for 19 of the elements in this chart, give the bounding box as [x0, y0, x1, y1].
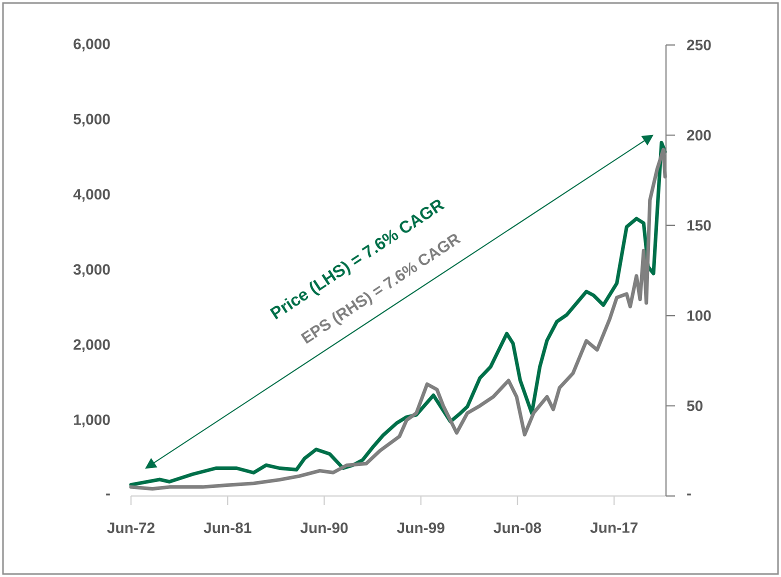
y2-tick-label: 150	[687, 220, 711, 231]
x-tick-label: Jun-90	[300, 522, 348, 534]
y2-tick-label: 50	[686, 400, 703, 412]
y-tick-label: 2,000	[74, 339, 110, 352]
x-tick-label: Jun-08	[494, 522, 542, 534]
y2-tick-label: 100	[687, 310, 711, 321]
y-tick-label: 1,000	[74, 414, 110, 428]
y-tick-label: 4,000	[73, 188, 110, 202]
y2-tick-label: 250	[687, 40, 711, 50]
x-tick-label: Jun-99	[397, 522, 444, 534]
y-tick-label: -	[106, 494, 110, 496]
x-tick-label: Jun-72	[107, 522, 154, 534]
y-tick-label: 5,000	[74, 114, 110, 127]
y2-tick-label: 200	[687, 130, 711, 140]
y-tick-label: 3,000	[73, 264, 110, 277]
y-tick-label: 6,000	[74, 38, 110, 52]
x-tick-label: Jun-17	[590, 522, 638, 533]
x-tick-label: Jun-81	[204, 522, 252, 534]
y2-tick-label: -	[687, 494, 691, 496]
